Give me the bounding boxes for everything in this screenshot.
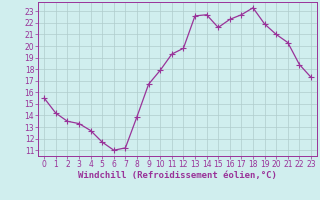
X-axis label: Windchill (Refroidissement éolien,°C): Windchill (Refroidissement éolien,°C) xyxy=(78,171,277,180)
